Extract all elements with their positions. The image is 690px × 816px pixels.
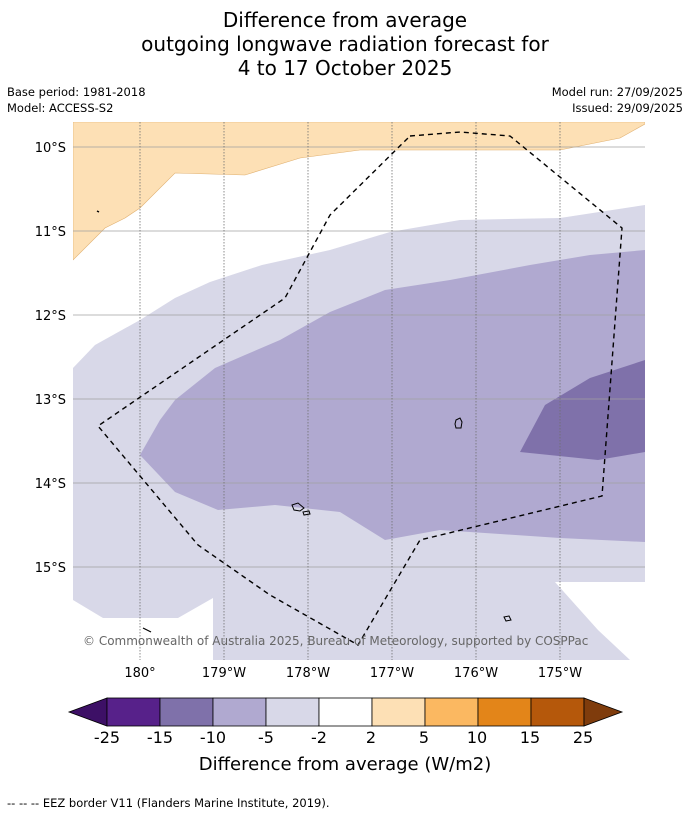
colorbar-tick: -2 <box>311 728 327 747</box>
base-period: Base period: 1981-2018 <box>7 85 146 99</box>
colorbar-tick: -15 <box>147 728 173 747</box>
anomaly-region-dark <box>520 360 645 460</box>
colorbar-tick: -10 <box>200 728 226 747</box>
lon-label: 180° <box>124 666 155 681</box>
map-plot-area <box>73 122 645 660</box>
model-name: Model: ACCESS-S2 <box>7 101 114 115</box>
lon-label: 178°W <box>286 666 330 681</box>
colorbar <box>67 697 624 727</box>
colorbar-tick: -25 <box>94 728 120 747</box>
meta-left: Base period: 1981-2018 Model: ACCESS-S2 <box>7 84 146 116</box>
colorbar-extend-low <box>67 697 108 727</box>
lon-label: 176°W <box>454 666 498 681</box>
issued-date: Issued: 29/09/2025 <box>572 101 683 115</box>
longitude-labels: 180° 179°W 178°W 177°W 176°W 175°W <box>124 666 582 681</box>
lat-label: 13°S <box>35 393 66 408</box>
meta-right: Model run: 27/09/2025 Issued: 29/09/2025 <box>552 84 683 116</box>
colorbar-extend-high <box>583 697 624 727</box>
latitude-gridlines <box>73 146 645 568</box>
colorbar-swatch <box>371 697 426 727</box>
lat-label: 14°S <box>35 477 66 492</box>
colorbar-swatch <box>318 697 373 727</box>
title-line-2: outgoing longwave radiation forecast for <box>141 32 549 56</box>
colorbar-ticks: -25 -15 -10 -5 -2 2 5 10 15 25 <box>94 728 593 747</box>
latitude-labels: 10°S 11°S 12°S 13°S 14°S 15°S <box>35 141 66 576</box>
colorbar-swatch <box>265 697 320 727</box>
colorbar-tick: -5 <box>258 728 274 747</box>
model-run: Model run: 27/09/2025 <box>551 85 683 99</box>
colorbar-swatch <box>477 697 532 727</box>
colorbar-tick: 10 <box>467 728 487 747</box>
colorbar-label: Difference from average (W/m2) <box>199 754 491 775</box>
lon-label: 177°W <box>370 666 414 681</box>
anomaly-region-medium <box>140 250 645 542</box>
colorbar-swatch <box>424 697 479 727</box>
colorbar-swatch <box>106 697 161 727</box>
title-line-3: 4 to 17 October 2025 <box>237 56 453 80</box>
lat-label: 12°S <box>35 309 66 324</box>
colorbar-swatch <box>530 697 585 727</box>
longitude-gridlines <box>139 122 561 660</box>
colorbar-swatch <box>212 697 267 727</box>
anomaly-region-positive <box>73 122 645 261</box>
eez-border <box>96 131 623 646</box>
lon-label: 175°W <box>538 666 582 681</box>
island-outlines <box>96 210 512 633</box>
eez-footnote: -- -- -- EEZ border V11 (Flanders Marine… <box>7 796 330 810</box>
colorbar-tick: 2 <box>366 728 376 747</box>
lon-label: 179°W <box>202 666 246 681</box>
lat-label: 10°S <box>35 141 66 156</box>
copyright-notice: © Commonwealth of Australia 2025, Bureau… <box>83 634 588 648</box>
chart-title: Difference from average outgoing longwav… <box>0 8 690 80</box>
lat-label: 11°S <box>35 225 66 240</box>
lat-label: 15°S <box>35 561 66 576</box>
colorbar-swatch <box>159 697 214 727</box>
title-line-1: Difference from average <box>222 8 468 32</box>
colorbar-tick: 25 <box>573 728 593 747</box>
colorbar-tick: 5 <box>419 728 429 747</box>
colorbar-tick: 15 <box>520 728 540 747</box>
